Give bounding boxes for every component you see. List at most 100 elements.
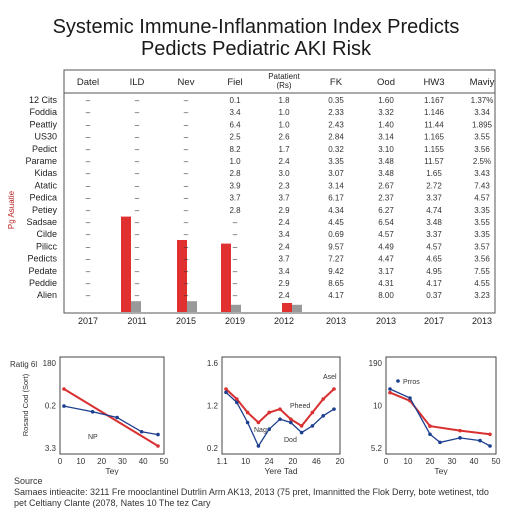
data-point [428, 424, 432, 428]
data-point [62, 404, 66, 408]
y-tick-label: 0.2 [207, 444, 219, 453]
row-label: Alien [37, 290, 57, 300]
table-cell: – [184, 279, 189, 288]
year-tick-label: 2017 [424, 316, 444, 326]
table-cell: 0.35 [328, 96, 344, 105]
table-cell: 2.4 [278, 157, 290, 166]
column-header: Ood [377, 77, 395, 88]
table-cell: – [135, 181, 140, 190]
table-cell: 4.55 [474, 279, 490, 288]
x-tick-label: 0 [384, 457, 389, 466]
row-label: Atatic [34, 180, 57, 190]
y-tick-label: 3.3 [45, 444, 57, 453]
table-cell: 3.07 [328, 169, 344, 178]
table-cell: 1.7 [278, 145, 290, 154]
table-cell: – [86, 206, 91, 215]
row-label: Pilicc [36, 241, 58, 251]
data-point [156, 444, 160, 448]
year-tick-label: 2015 [176, 316, 196, 326]
y-axis-label: Ratig 6l [10, 360, 37, 369]
data-point [115, 415, 119, 420]
data-point [332, 387, 336, 391]
table-cell: – [135, 108, 140, 117]
table-cell: – [86, 157, 91, 166]
bar-red [121, 216, 131, 312]
table-cell: – [184, 230, 189, 239]
data-point [321, 414, 326, 418]
x-tick-label: 20 [288, 457, 297, 466]
x-tick-label: 24 [265, 457, 274, 466]
table-cell: – [86, 133, 91, 142]
table-cell: 3.55 [474, 218, 490, 227]
table-cell: 1.165 [424, 133, 445, 142]
table-cell: 7.55 [474, 267, 490, 276]
table-cell: 11.57 [424, 157, 444, 166]
row-label: Pedate [28, 266, 57, 276]
table-cell: 4.45 [328, 218, 344, 227]
y-tick-label: 1.2 [207, 402, 219, 411]
table-cell: 8.00 [378, 291, 394, 300]
table-cell: 0.37 [426, 291, 442, 300]
table-cell: 3.7 [278, 194, 290, 203]
table-cell: – [86, 230, 91, 239]
data-point [458, 436, 462, 440]
annotation: NP [88, 434, 98, 441]
table-cell: – [135, 169, 140, 178]
chart-title-line-2: Pedicts Pediatric AKI Risk [140, 38, 372, 60]
table-cell: 6.4 [229, 120, 241, 129]
table-cell: 1.65 [426, 169, 442, 178]
table-cell: 4.57 [474, 194, 490, 203]
annotation: Dod [284, 437, 297, 444]
table-cell: 4.95 [426, 267, 442, 276]
x-tick-label: 50 [492, 457, 501, 466]
data-point [245, 420, 250, 425]
table-cell: 3.43 [474, 169, 490, 178]
table-cell: – [135, 157, 140, 166]
data-point [156, 432, 160, 437]
table-cell: 4.31 [378, 279, 394, 288]
data-point [289, 420, 293, 425]
table-cell: 0.32 [328, 145, 344, 154]
table-cell: 1.60 [378, 96, 394, 105]
table-cell: 2.67 [378, 181, 394, 190]
x-tick-label: 40 [139, 457, 148, 466]
row-label: 12 Cits [29, 95, 58, 105]
x-tick-label: 1.1 [216, 457, 228, 466]
data-point [256, 444, 261, 448]
data-point [321, 397, 326, 401]
table-cell: 4.47 [378, 255, 394, 264]
series-line [389, 391, 491, 436]
table-cell: 2.5 [229, 133, 241, 142]
table-cell: 3.35 [328, 157, 344, 166]
table-cell: 3.37 [426, 194, 442, 203]
table-cell: 2.4 [278, 291, 290, 300]
table-cell: – [233, 230, 238, 239]
table-cell: 4.57 [378, 230, 394, 239]
table-cell: – [184, 242, 189, 251]
table-cell: – [184, 267, 189, 276]
table-cell: – [135, 255, 140, 264]
table-cell: 1.0 [278, 120, 290, 129]
table-cell: 3.17 [378, 267, 394, 276]
table-cell: 1.167 [424, 96, 445, 105]
table-cell: 2.72 [426, 181, 442, 190]
series-line [389, 388, 491, 447]
table-cell: – [86, 267, 91, 276]
y-axis-label-secondary: Rosand Cod (Sort) [21, 373, 30, 436]
table-cell: – [135, 145, 140, 154]
x-tick-label: 40 [470, 457, 479, 466]
table-cell: 3.14 [328, 181, 344, 190]
table-cell: – [86, 108, 91, 117]
table-cell: 3.4 [229, 108, 241, 117]
table-cell: – [184, 133, 189, 142]
y-tick-label: 5.2 [371, 444, 383, 453]
chart-title-line-1: Systemic Immune-Inflanmation Index Predi… [52, 16, 460, 38]
table-cell: 9.57 [328, 242, 344, 251]
table-cell: 4.49 [378, 242, 394, 251]
data-point [488, 444, 492, 448]
table-cell: – [135, 194, 140, 203]
table-cell: 1.8 [278, 96, 290, 105]
year-tick-label: 2019 [225, 316, 245, 326]
table-cell: 2.9 [278, 206, 290, 215]
